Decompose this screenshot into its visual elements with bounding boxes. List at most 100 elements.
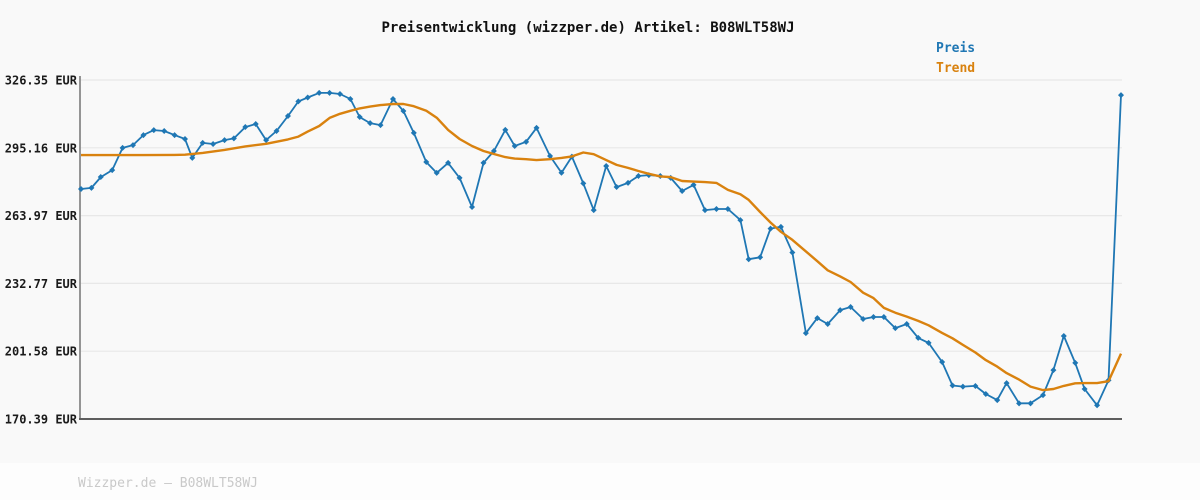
price-data-point-marker — [925, 339, 932, 346]
price-data-point-marker — [377, 122, 384, 129]
price-data-point-marker — [511, 142, 518, 149]
chart-title: Preisentwicklung (wizzper.de) Artikel: B… — [381, 20, 795, 36]
price-data-point-marker — [959, 383, 966, 390]
price-data-point-marker — [1072, 359, 1079, 366]
price-data-point-marker — [367, 120, 374, 127]
price-data-point-marker — [273, 127, 280, 134]
price-data-point-marker — [737, 217, 744, 224]
y-axis-tick-label: 170.39 EUR — [5, 413, 78, 427]
price-data-point-marker — [847, 304, 854, 311]
price-data-point-marker — [982, 390, 989, 397]
price-data-point-marker — [1027, 400, 1034, 407]
price-data-point-marker — [767, 225, 774, 232]
price-data-point-marker — [972, 382, 979, 389]
price-data-point-marker — [523, 138, 530, 145]
price-data-point-marker — [789, 249, 796, 256]
price-data-point-marker — [263, 137, 270, 144]
price-data-point-marker — [724, 206, 731, 213]
price-data-point-marker — [939, 359, 946, 366]
price-data-point-marker — [745, 256, 752, 263]
price-data-point-marker — [284, 112, 291, 119]
y-axis-tick-label: 201.58 EUR — [5, 345, 78, 359]
price-data-point-marker — [1118, 92, 1124, 99]
price-data-point-marker — [182, 136, 188, 143]
price-data-point-marker — [702, 207, 708, 214]
price-data-point-marker — [713, 206, 720, 213]
price-data-point-marker — [1050, 367, 1057, 374]
price-data-point-marker — [679, 187, 686, 194]
price-data-point-marker — [603, 162, 610, 169]
price-data-point-marker — [533, 124, 540, 131]
legend-item-trend: Trend — [936, 61, 976, 76]
price-data-point-marker — [230, 135, 237, 142]
price-data-point-marker — [336, 91, 343, 98]
price-data-point-marker — [433, 169, 440, 176]
price-data-point-marker — [78, 186, 84, 193]
price-data-point-marker — [625, 179, 632, 186]
price-data-point-marker — [119, 144, 126, 151]
price-data-point-marker — [189, 154, 196, 161]
price-data-point-marker — [109, 167, 116, 174]
price-data-point-marker — [949, 382, 956, 389]
price-data-point-marker — [994, 397, 1001, 404]
price-data-point-marker — [347, 96, 354, 103]
price-data-point-marker — [210, 141, 217, 148]
price-data-point-marker — [304, 94, 311, 101]
price-data-point-marker — [590, 207, 597, 214]
price-data-point-marker — [1003, 380, 1010, 387]
price-data-point-marker — [777, 223, 784, 230]
price-data-point-marker — [326, 89, 333, 96]
watermark: Wizzper.de – B08WLT58WJ — [78, 476, 259, 491]
price-line — [80, 92, 1122, 407]
price-data-point-marker — [199, 139, 206, 146]
y-axis-tick-label: 326.35 EUR — [5, 74, 78, 88]
price-data-point-marker — [814, 315, 821, 322]
price-data-point-marker — [97, 174, 104, 181]
price-data-point-marker — [445, 159, 452, 166]
price-data-point-marker — [802, 330, 809, 337]
price-data-point-marker — [410, 129, 417, 136]
price-data-point-marker — [469, 204, 476, 211]
price-data-point-marker — [502, 126, 509, 133]
price-data-point-marker — [242, 124, 249, 131]
price-data-point-marker — [423, 159, 430, 166]
price-data-point-marker — [480, 159, 487, 166]
price-data-point-marker — [400, 107, 407, 114]
price-data-point-marker — [390, 96, 396, 103]
price-data-point-marker — [880, 314, 887, 321]
price-data-point-marker — [915, 334, 922, 341]
y-axis-tick-label: 232.77 EUR — [5, 277, 78, 291]
price-data-point-marker — [150, 127, 157, 134]
price-data-point-marker — [870, 314, 877, 321]
price-data-point-marker — [356, 114, 363, 121]
price-data-point-marker — [558, 169, 565, 176]
legend-item-preis: Preis — [936, 41, 976, 56]
trend-line — [81, 102, 1123, 392]
price-data-point-marker — [171, 132, 178, 139]
price-data-point-marker — [316, 89, 323, 96]
y-axis-tick-label: 263.97 EUR — [5, 209, 78, 223]
price-data-point-marker — [1016, 400, 1023, 407]
price-data-point-marker — [613, 184, 620, 191]
price-data-point-marker — [1081, 385, 1088, 392]
price-data-point-marker — [130, 142, 136, 149]
price-data-point-marker — [252, 121, 259, 128]
price-data-point-marker — [161, 127, 168, 134]
price-data-point-marker — [860, 315, 867, 322]
price-data-point-marker — [824, 320, 831, 327]
price-data-point-marker — [140, 132, 147, 139]
price-data-point-marker — [837, 307, 844, 314]
price-data-point-marker — [1060, 332, 1067, 339]
price-data-point-marker — [635, 172, 642, 179]
price-data-point-marker — [580, 180, 587, 187]
price-data-point-marker — [295, 98, 302, 105]
price-data-point-marker — [221, 137, 228, 144]
price-data-point-marker — [1094, 402, 1101, 409]
price-data-point-marker — [456, 174, 463, 181]
price-data-point-marker — [690, 181, 697, 188]
legend: Preis Trend — [936, 39, 975, 79]
price-data-point-marker — [892, 325, 899, 332]
price-data-point-marker — [88, 184, 95, 191]
y-axis-tick-label: 295.16 EUR — [5, 141, 78, 155]
